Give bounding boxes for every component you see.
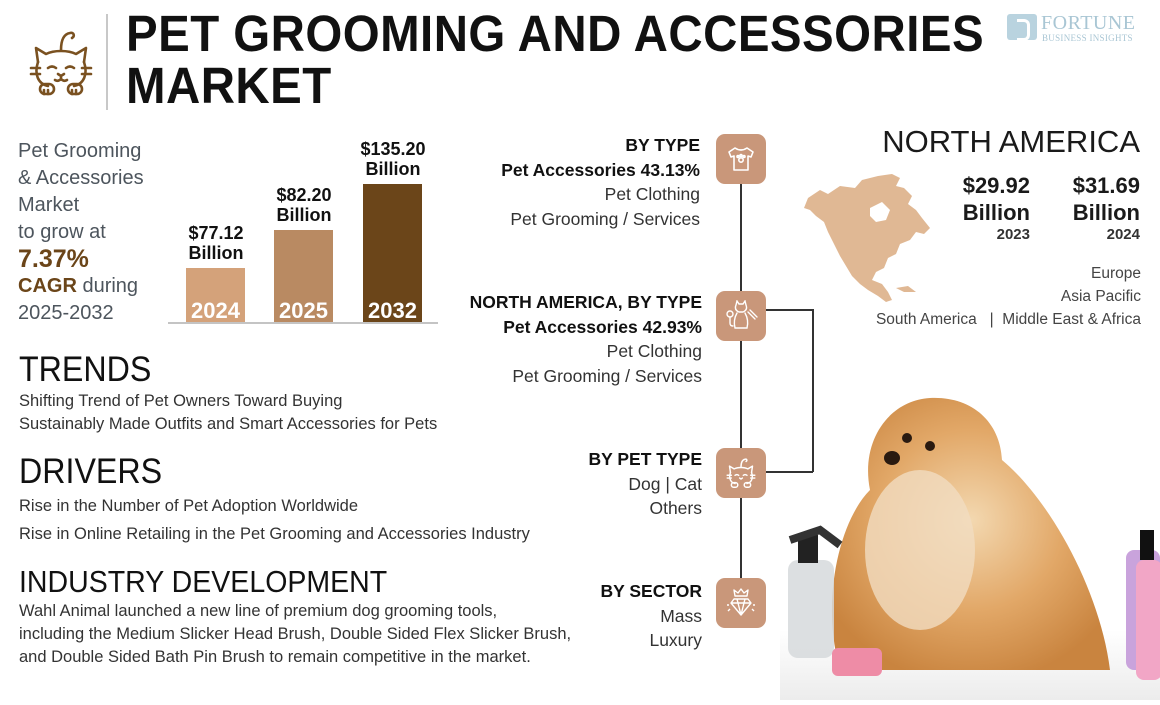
header-cat-logo-icon [28, 26, 94, 105]
segment-north-america-by-type: NORTH AMERICA, BY TYPE Pet Accessories 4… [470, 290, 702, 388]
industry-development-line: and Double Sided Bath Pin Brush to remai… [19, 648, 531, 666]
cagr-summary: Pet Grooming & Accessories Market to gro… [18, 138, 144, 327]
cagr-line: to grow at [18, 221, 106, 243]
segment-bracket-line [766, 309, 813, 311]
cagr-line: Market [18, 194, 80, 216]
trends-section: TRENDS Shifting Trend of Pet Owners Towa… [19, 352, 437, 436]
bar-value-label: $82.20 Billion [276, 185, 332, 225]
segment-item: Pet Clothing [606, 341, 702, 361]
na-unit: Billion [962, 200, 1030, 225]
segment-heading: BY SECTOR [600, 581, 702, 601]
cagr-period: 2025-2032 [18, 302, 114, 324]
drivers-heading: DRIVERS [19, 452, 163, 491]
cagr-line: & Accessories [18, 167, 144, 189]
industry-development-heading: INDUSTRY DEVELOPMENT [19, 564, 388, 599]
segment-by-type: BY TYPE Pet Accessories 43.13% Pet Cloth… [501, 133, 700, 231]
segment-item: Luxury [649, 630, 702, 650]
fbi-logo-icon [1007, 14, 1037, 41]
bar-value-label: $135.20 Billion [360, 139, 426, 179]
trends-line: Shifting Trend of Pet Owners Toward Buyi… [19, 392, 343, 410]
bar-2024: 2024 [186, 268, 245, 323]
segment-by-sector: BY SECTOR Mass Luxury [601, 579, 702, 653]
segment-item: Mass [660, 605, 702, 626]
segment-item: Others [649, 498, 702, 518]
pomeranian-dog-photo [780, 380, 1160, 700]
region-item: Europe [1091, 265, 1141, 282]
segment-item: Pet Grooming / Services [510, 208, 700, 229]
segment-item: Dog | Cat [628, 473, 702, 494]
north-america-map [800, 168, 940, 313]
drivers-section: DRIVERS Rise in the Number of Pet Adopti… [19, 454, 530, 548]
segment-item: Pet Grooming / Services [512, 365, 702, 386]
drivers-line: Rise in the Number of Pet Adoption World… [19, 497, 359, 515]
region-item: South America | Middle East & Africa [875, 311, 1141, 328]
north-america-value-2023: $29.92 Billion 2023 [963, 172, 1030, 243]
market-size-bar-chart: 2024 $77.12 Billion 2025 $82.20 Billion 20… [168, 130, 438, 323]
title-line-2: MARKET [126, 57, 332, 114]
logo-sub-text: BUSINESS INSIGHTS [1042, 33, 1133, 43]
other-regions-list: Europe Asia Pacific South America | Midd… [876, 262, 1141, 331]
segment-highlight: Pet Accessories 42.93% [503, 316, 702, 337]
industry-development-section: INDUSTRY DEVELOPMENT Wahl Animal launche… [19, 566, 571, 669]
na-amount: $31.69 [1072, 173, 1140, 198]
segment-item: Pet Clothing [604, 184, 700, 204]
segment-heading: BY TYPE [625, 135, 700, 155]
segment-bracket-line [766, 471, 813, 473]
segment-heading: BY PET TYPE [588, 449, 702, 469]
cat-grooming-icon [716, 291, 766, 341]
trends-line: Sustainably Made Outfits and Smart Acces… [19, 415, 438, 433]
bar-year-label: 2024 [191, 298, 240, 323]
na-year: 2024 [1106, 226, 1140, 243]
cagr-label: CAGR [18, 275, 77, 297]
na-amount: $29.92 [962, 173, 1030, 198]
north-america-title: NORTH AMERICA [882, 124, 1140, 159]
header-divider [106, 14, 108, 110]
na-year: 2023 [996, 226, 1030, 243]
bar-2032: 2032 [363, 184, 422, 323]
trends-heading: TRENDS [19, 350, 152, 389]
bar-year-label: 2032 [368, 298, 417, 323]
page-title: PET GROOMING AND ACCESSORIES MARKET [126, 8, 984, 112]
diamond-crown-icon [716, 578, 766, 628]
segment-heading: NORTH AMERICA, BY TYPE [469, 292, 702, 312]
bar-year-label: 2025 [279, 298, 328, 323]
cat-icon [716, 448, 766, 498]
region-item: Asia Pacific [1060, 288, 1141, 305]
title-line-1: PET GROOMING AND ACCESSORIES [126, 5, 985, 62]
bar-2025: 2025 [274, 230, 333, 323]
segment-connector-line [740, 183, 742, 583]
north-america-value-2024: $31.69 Billion 2024 [1073, 172, 1140, 243]
chart-baseline [168, 322, 438, 324]
logo-main-text: FORTUNE [1041, 12, 1136, 34]
segment-by-pet-type: BY PET TYPE Dog | Cat Others [589, 447, 702, 521]
industry-development-line: Wahl Animal launched a new line of premi… [19, 602, 498, 620]
industry-development-line: including the Medium Slicker Head Brush,… [19, 625, 572, 643]
segment-bracket-line [812, 309, 814, 472]
bar-value-label: $77.12 Billion [188, 223, 244, 263]
pet-shirt-icon [716, 134, 766, 184]
segment-highlight: Pet Accessories 43.13% [501, 159, 700, 180]
cagr-during: during [76, 275, 139, 297]
drivers-line: Rise in Online Retailing in the Pet Groo… [19, 525, 530, 543]
na-unit: Billion [1072, 200, 1140, 225]
cagr-line: Pet Grooming [18, 140, 142, 162]
cagr-rate: 7.37% [18, 245, 89, 273]
